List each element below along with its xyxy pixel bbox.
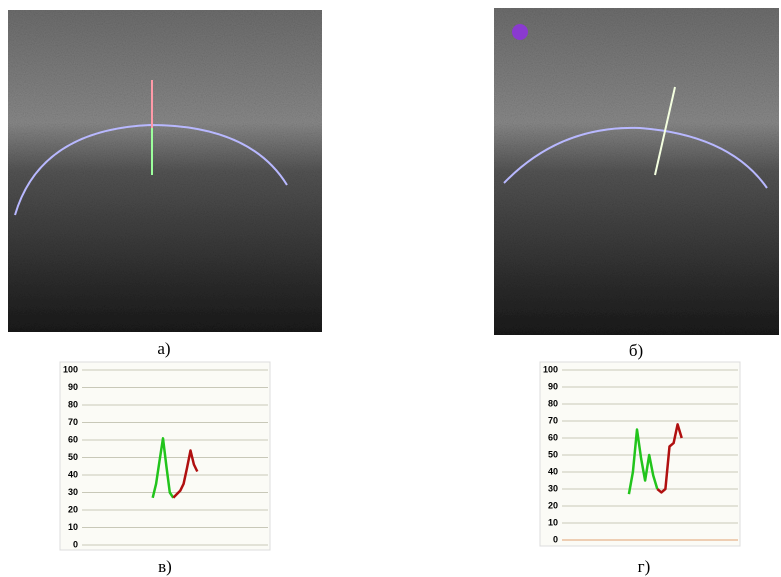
- y-tick-label: 70: [68, 417, 78, 427]
- data-line: [627, 428, 659, 495]
- y-tick-label: 70: [548, 415, 558, 425]
- y-tick-label: 40: [548, 466, 558, 476]
- y-tick-label: 30: [68, 487, 78, 497]
- y-tick-label: 30: [548, 483, 558, 493]
- y-tick-label: 100: [543, 364, 558, 374]
- ultrasound-a: [8, 10, 322, 332]
- y-tick-label: 100: [63, 364, 78, 374]
- panel-label: г): [638, 557, 651, 576]
- y-tick-label: 90: [548, 381, 558, 391]
- y-tick-label: 0: [73, 539, 78, 549]
- y-tick-label: 60: [68, 434, 78, 444]
- y-tick-label: 60: [548, 432, 558, 442]
- panel-label: б): [629, 341, 643, 360]
- panel-label: в): [158, 557, 172, 576]
- y-tick-label: 50: [548, 449, 558, 459]
- y-tick-label: 20: [68, 504, 78, 514]
- data-line: [151, 437, 175, 499]
- y-tick-label: 90: [68, 382, 78, 392]
- y-tick-label: 40: [68, 469, 78, 479]
- panel-label: а): [157, 339, 170, 358]
- data-line: [172, 449, 199, 499]
- y-tick-label: 50: [68, 452, 78, 462]
- y-tick-label: 0: [553, 534, 558, 544]
- y-tick-label: 80: [68, 399, 78, 409]
- ultrasound-b: [494, 8, 779, 335]
- data-line: [656, 423, 683, 494]
- y-tick-label: 10: [68, 522, 78, 532]
- y-tick-label: 80: [548, 398, 558, 408]
- y-tick-label: 10: [548, 517, 558, 527]
- y-tick-label: 20: [548, 500, 558, 510]
